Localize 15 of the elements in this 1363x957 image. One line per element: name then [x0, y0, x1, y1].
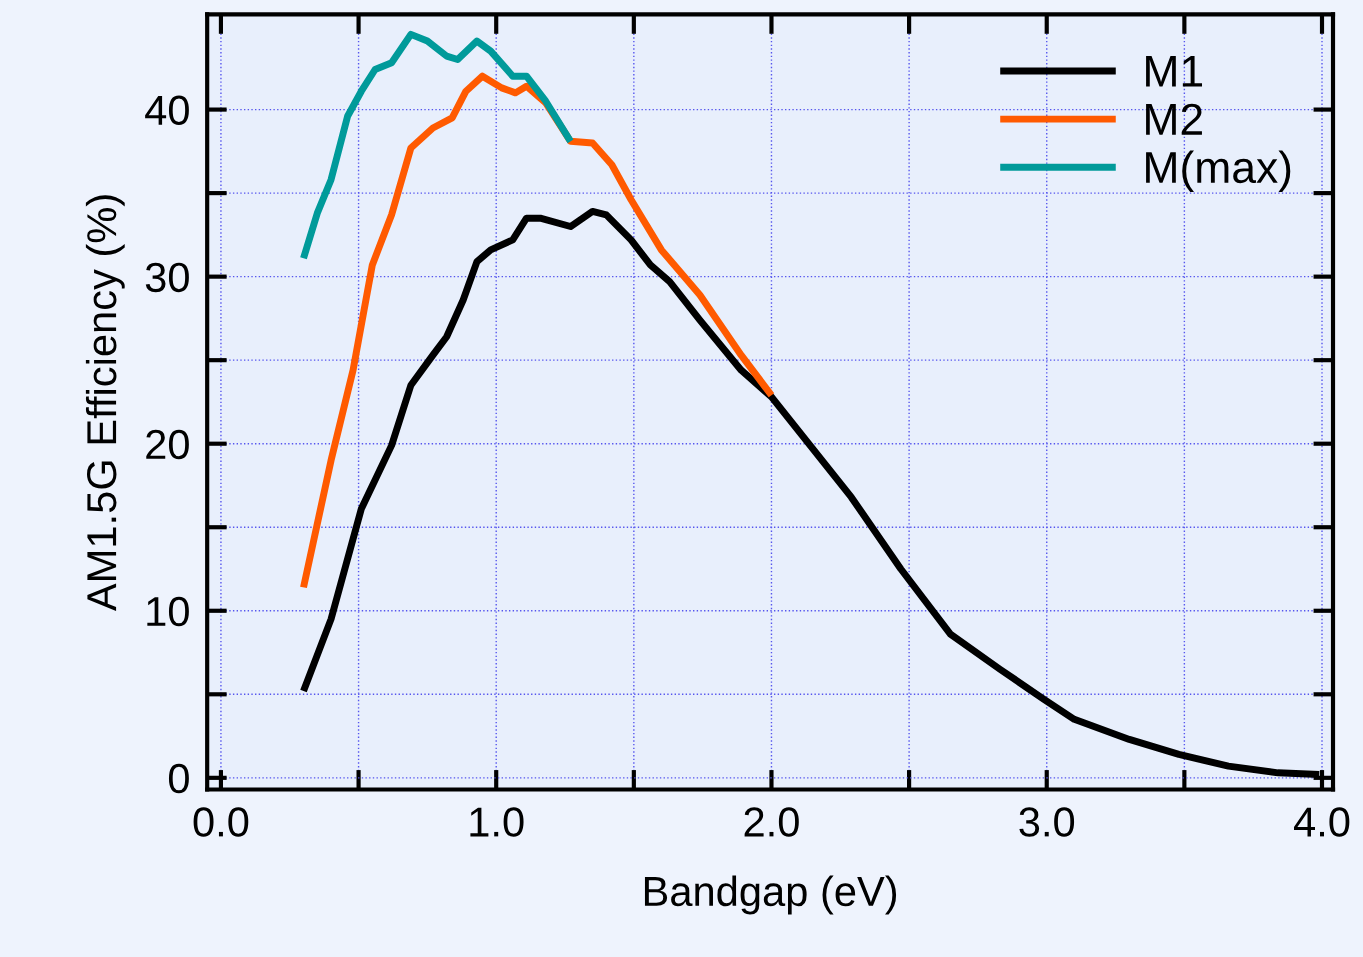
x-axis-title: Bandgap (eV)	[644, 875, 897, 915]
x-tick-label: 4.0	[1294, 807, 1350, 837]
y-tick-label: 10	[147, 596, 189, 627]
legend-label: M1	[1146, 55, 1203, 87]
x-tick-label: 3.0	[1019, 807, 1075, 837]
x-tick-label: 0.0	[193, 807, 249, 837]
x-tick-label: 2.0	[744, 807, 799, 837]
x-tick-label: 1.0	[470, 807, 524, 837]
legend-label: M(max)	[1146, 150, 1291, 192]
y-tick-label: 40	[145, 95, 189, 126]
y-axis-title: AM1.5G Efficiency (%)	[85, 195, 125, 612]
y-tick-label: 0	[168, 763, 189, 794]
y-tick-label: 30	[145, 262, 189, 293]
legend-label: M2	[1146, 103, 1202, 135]
y-tick-label: 20	[146, 429, 189, 460]
